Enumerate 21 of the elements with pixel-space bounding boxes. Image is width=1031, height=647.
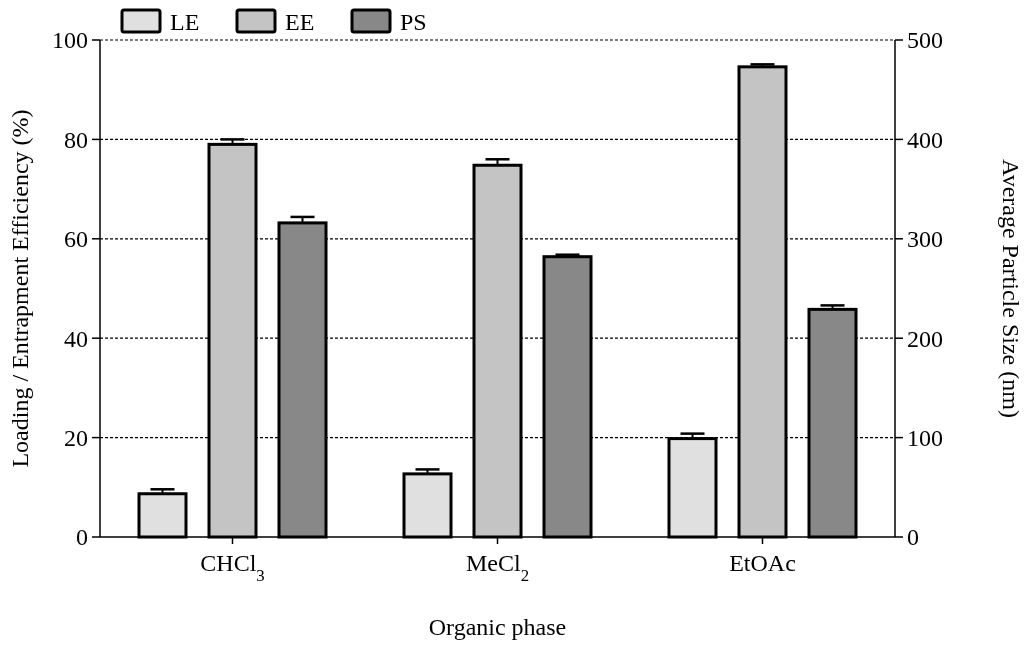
legend-label: EE — [285, 9, 315, 35]
y-axis-title: Loading / Entrapment Efficiency (%) — [7, 109, 33, 468]
x-tick-label: EtOAc — [729, 550, 796, 576]
x-axis-title: Organic phase — [428, 614, 567, 640]
y2-tick-label: 400 — [907, 126, 943, 153]
y2-tick-label: 100 — [907, 425, 943, 451]
x-tick-label: MeCl$_{2}$ — [465, 550, 530, 585]
y2-axis-title: Average Particle Size (nm) — [998, 159, 1024, 418]
y-tick-label: 100 — [52, 27, 88, 54]
y2-tick-label: 300 — [907, 226, 943, 253]
y2-tick-label: 500 — [907, 27, 943, 54]
x-tick-label: CHCl$_{3}$ — [200, 550, 265, 585]
y-tick-label: 60 — [64, 226, 88, 253]
y-tick-label: 40 — [64, 325, 88, 352]
y2-tick-label: 200 — [907, 325, 943, 352]
y2-tick-label: 0 — [907, 524, 919, 551]
legend-label: PS — [400, 9, 427, 35]
y-tick-label: 0 — [76, 524, 88, 551]
legend-label: LE — [170, 9, 200, 35]
y-tick-label: 80 — [64, 126, 88, 153]
y-tick-label: 20 — [64, 425, 88, 451]
